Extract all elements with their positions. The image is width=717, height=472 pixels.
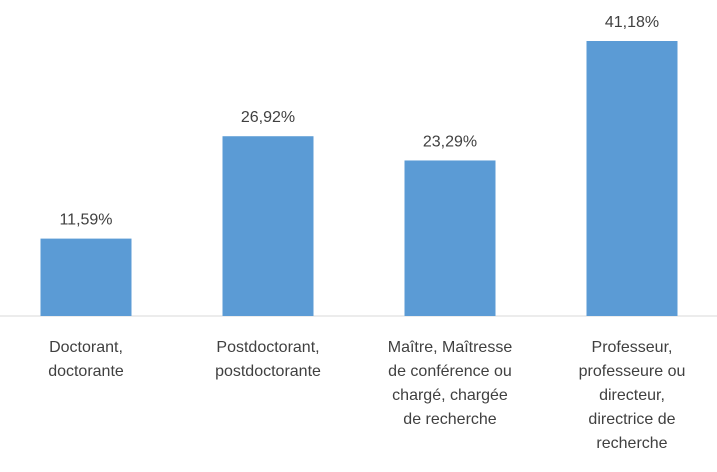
value-label: 11,59%: [59, 212, 112, 229]
bar: [404, 160, 496, 316]
x-tick-label: Postdoctorant, postdoctorante: [215, 339, 321, 380]
bar: [222, 136, 314, 316]
x-tick-label: Professeur, professeure ou directeur, di…: [578, 339, 686, 452]
bar: [40, 238, 132, 316]
bar: [586, 41, 678, 316]
value-label: 23,29%: [423, 133, 477, 150]
value-label: 26,92%: [241, 109, 295, 126]
value-label: 41,18%: [605, 14, 659, 31]
x-tick-label: Doctorant, doctorante: [48, 339, 124, 380]
x-tick-label: Maître, Maîtresse de conférence ou charg…: [387, 339, 513, 428]
